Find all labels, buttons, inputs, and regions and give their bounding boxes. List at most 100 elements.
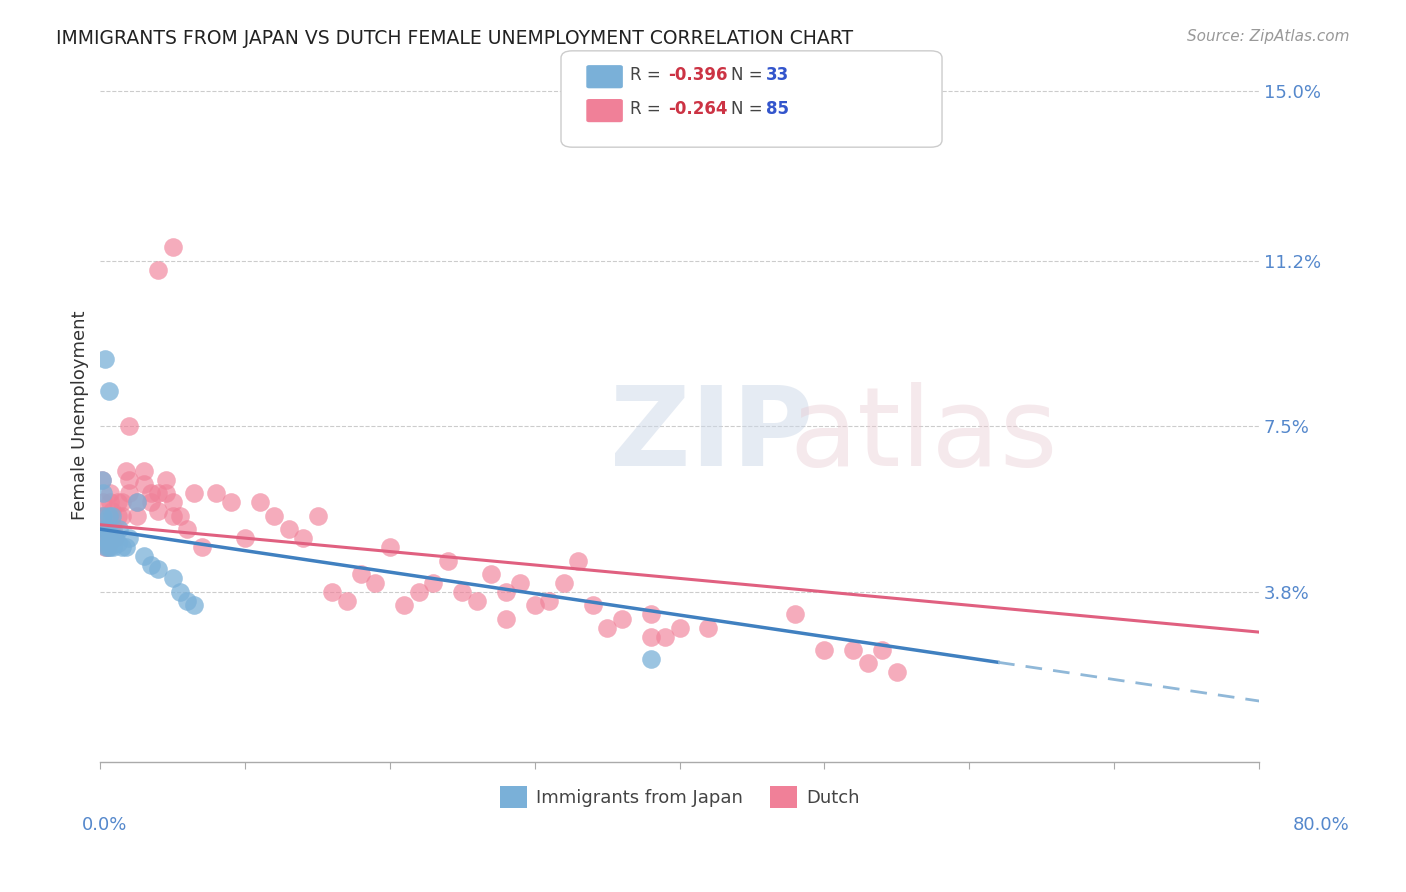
Point (90, 473, 112, 487)
Text: R =: R = (630, 66, 666, 84)
Point (886, 665, 908, 680)
Point (697, 621, 720, 635)
Point (640, 630, 662, 644)
Point (94, 540, 117, 554)
Point (610, 612, 633, 626)
Point (785, 607, 807, 622)
Point (98, 384, 121, 398)
Point (479, 566, 502, 581)
Point (100, 495, 122, 509)
Point (364, 575, 387, 590)
Point (115, 540, 138, 554)
Point (582, 599, 605, 613)
Point (183, 599, 205, 613)
Point (132, 549, 155, 563)
Point (567, 553, 589, 567)
Point (378, 540, 401, 554)
Point (162, 495, 184, 509)
Point (422, 575, 444, 590)
Legend: Immigrants from Japan, Dutch: Immigrants from Japan, Dutch (492, 779, 866, 815)
Point (132, 464, 155, 478)
Point (155, 486, 177, 500)
Point (101, 508, 124, 523)
Point (437, 553, 460, 567)
Point (111, 540, 134, 554)
Point (100, 486, 122, 500)
Point (321, 584, 343, 599)
Point (190, 540, 212, 554)
Point (205, 486, 228, 500)
Point (103, 522, 125, 536)
Point (596, 621, 619, 635)
Text: -0.396: -0.396 (668, 66, 727, 84)
Text: ZIP: ZIP (610, 383, 814, 490)
Point (169, 508, 191, 523)
Text: 80.0%: 80.0% (1294, 816, 1350, 834)
Y-axis label: Female Unemployment: Female Unemployment (72, 310, 89, 520)
Point (101, 535, 124, 549)
Point (408, 584, 430, 599)
Point (148, 562, 170, 576)
Text: Source: ZipAtlas.com: Source: ZipAtlas.com (1187, 29, 1350, 44)
Text: N =: N = (731, 100, 768, 118)
Point (139, 558, 162, 572)
Point (162, 240, 184, 254)
Point (148, 504, 170, 518)
Text: IMMIGRANTS FROM JAPAN VS DUTCH FEMALE UNEMPLOYMENT CORRELATION CHART: IMMIGRANTS FROM JAPAN VS DUTCH FEMALE UN… (56, 29, 853, 47)
Point (90, 508, 112, 523)
Point (98, 508, 121, 523)
Point (125, 495, 148, 509)
Point (103, 540, 125, 554)
Point (98, 508, 121, 523)
Text: R =: R = (630, 100, 666, 118)
Point (176, 522, 198, 536)
Point (842, 643, 865, 657)
Point (538, 593, 561, 607)
Text: -0.264: -0.264 (668, 100, 727, 118)
Point (93, 540, 115, 554)
Point (509, 575, 531, 590)
Point (125, 495, 148, 509)
Point (553, 575, 575, 590)
Point (139, 486, 162, 500)
Point (451, 584, 474, 599)
Point (118, 531, 141, 545)
Point (394, 599, 416, 613)
Point (162, 571, 184, 585)
Point (640, 652, 662, 666)
Point (104, 531, 127, 545)
Point (100, 531, 122, 545)
Point (104, 531, 127, 545)
Point (263, 508, 285, 523)
Point (495, 584, 517, 599)
Point (100, 540, 122, 554)
Point (97, 540, 120, 554)
Point (108, 522, 131, 536)
Point (523, 599, 546, 613)
Point (107, 495, 129, 509)
Point (118, 419, 141, 434)
Point (101, 517, 124, 532)
Point (97, 540, 120, 554)
Point (233, 531, 256, 545)
Point (292, 531, 315, 545)
Point (93, 522, 115, 536)
Point (813, 643, 835, 657)
Point (183, 486, 205, 500)
Point (93, 352, 115, 367)
Point (162, 508, 184, 523)
Point (148, 262, 170, 277)
Point (856, 657, 879, 671)
Point (350, 566, 373, 581)
Point (93, 531, 115, 545)
Point (98, 522, 121, 536)
Point (94, 508, 117, 523)
Point (90, 473, 112, 487)
Point (335, 593, 357, 607)
Point (115, 464, 138, 478)
Point (97, 531, 120, 545)
Point (219, 495, 242, 509)
Point (148, 486, 170, 500)
Text: 0.0%: 0.0% (82, 816, 127, 834)
Point (118, 486, 141, 500)
